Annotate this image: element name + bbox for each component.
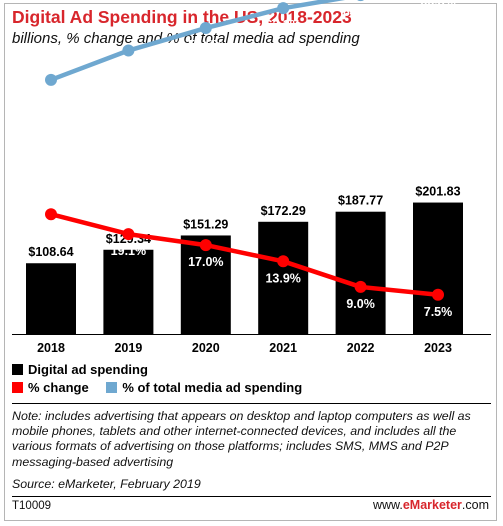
legend-label-pct-total: % of total media ad spending: [122, 380, 303, 395]
legend-item-pct-change: % change: [12, 380, 89, 395]
x-tick-label: 2019: [114, 341, 142, 355]
bar-value-label: $172.29: [261, 204, 306, 218]
pct-change-data-label: 19.1%: [111, 244, 146, 258]
x-tick-label: 2021: [269, 341, 297, 355]
legend-swatch-blue: [106, 382, 118, 393]
x-tick-label: 2022: [347, 341, 375, 355]
footer-divider: [12, 496, 491, 497]
bar-2019: [103, 249, 154, 334]
bar-value-label: $151.29: [183, 217, 228, 231]
chart-subtitle: billions, % change and % of total media …: [12, 30, 360, 47]
pct-change-point: [277, 255, 290, 268]
pct-change-point: [354, 280, 367, 293]
legend-row-1: Digital ad spending: [12, 362, 162, 378]
pct-total-point: [277, 2, 290, 15]
pct-total-point: [45, 73, 57, 86]
pct-total-data-label: 48.6%: [33, 90, 68, 104]
footnote: Note: includes advertising that appears …: [12, 409, 471, 469]
pct-total-data-label: 58.5%: [188, 38, 223, 52]
brand-url[interactable]: www.eMarketer.com: [373, 498, 489, 512]
bar-value-label: $187.77: [338, 194, 383, 208]
bar-2020: [180, 235, 231, 334]
legend-item-pct-total: % of total media ad spending: [106, 380, 302, 395]
bar-2022: [335, 211, 386, 334]
legend-label-digital-ad-spending: Digital ad spending: [28, 362, 148, 377]
brand-prefix: www.: [372, 498, 403, 512]
pct-total-data-label: 62.3%: [265, 18, 300, 32]
pct-total-data-label: 64.8%: [343, 5, 378, 19]
pct-total-point: [122, 44, 135, 57]
pct-total-line: [48, 0, 346, 83]
bar-value-label: $201.83: [415, 185, 460, 199]
pct-change-data-label: 9.0%: [346, 297, 375, 311]
chart-plot: $108.64$129.34$151.29$172.29$187.77$201.…: [12, 0, 491, 355]
legend-row-2: % change % of total media ad spending: [12, 380, 316, 396]
legend-swatch-black: [12, 364, 23, 375]
pct-change-line: [48, 211, 441, 298]
bar-2021: [258, 221, 309, 334]
brand-name: eMarketer: [402, 498, 462, 512]
pct-total-data-label: 66.8%: [420, 0, 455, 9]
pct-change-point: [432, 288, 444, 301]
pct-change-point: [45, 208, 57, 221]
brand-suffix: .com: [461, 498, 489, 512]
pct-change-point: [122, 228, 135, 241]
legend-swatch-red: [12, 382, 23, 393]
pct-total-point: [199, 22, 212, 35]
x-tick-label: 2023: [424, 341, 452, 355]
pct-change-data-label: 22.9%: [33, 224, 68, 238]
bar-value-label: $108.64: [28, 245, 73, 259]
pct-change-point: [199, 239, 212, 252]
bar-2023: [413, 202, 463, 334]
x-tick-label: 2018: [37, 341, 65, 355]
pct-change-data-label: 17.0%: [188, 255, 223, 269]
source-line: Source: eMarketer, February 2019: [12, 477, 201, 491]
pct-total-data-label: 54.2%: [111, 61, 146, 75]
legend-label-pct-change: % change: [28, 380, 89, 395]
bar-2018: [26, 263, 76, 334]
pct-change-data-label: 13.9%: [265, 271, 300, 285]
note-divider: [12, 403, 491, 404]
pct-total-point: [357, 0, 365, 2]
x-tick-label: 2020: [192, 341, 220, 355]
pct-change-data-label: 7.5%: [424, 305, 453, 319]
legend-item-digital-ad-spending: Digital ad spending: [12, 362, 148, 377]
chart-frame: [4, 3, 497, 521]
chart-id: T10009: [12, 500, 52, 512]
